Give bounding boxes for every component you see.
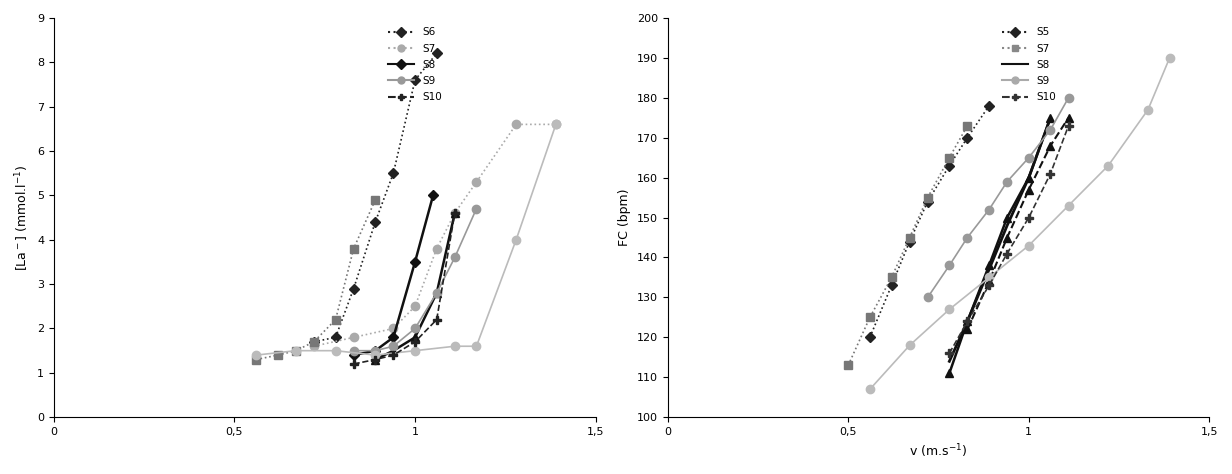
Y-axis label: [La$^-$] (mmol.l$^{-1}$): [La$^-$] (mmol.l$^{-1}$) bbox=[14, 164, 32, 271]
Legend: S6, S7, S8, S9, S10: S6, S7, S8, S9, S10 bbox=[384, 23, 446, 107]
X-axis label: v (m.s$^{-1}$): v (m.s$^{-1}$) bbox=[909, 443, 967, 460]
Legend: S5, S7, S8, S9, S10: S5, S7, S8, S9, S10 bbox=[998, 23, 1061, 107]
Y-axis label: FC (bpm): FC (bpm) bbox=[618, 189, 631, 246]
